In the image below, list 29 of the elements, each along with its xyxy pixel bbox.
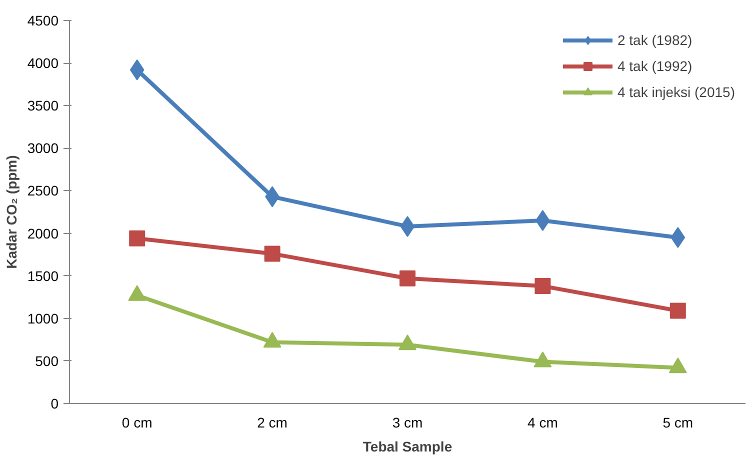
point (129, 230, 146, 246)
y-tick-label: 2000 (27, 225, 59, 242)
x-axis-title: Tebal Sample (362, 438, 452, 454)
y-tick-label: 2500 (27, 182, 59, 199)
point (264, 246, 280, 262)
legend-label: 4 tak injeksi (2015) (617, 84, 735, 100)
y-axis-title: Kadar CO₂ (ppm) (3, 155, 20, 269)
legend-label: 2 tak (1982) (617, 32, 692, 48)
x-tick-label: 3 cm (392, 414, 423, 430)
y-tick-label: 4000 (27, 55, 59, 72)
point (263, 332, 282, 348)
y-tick-label: 4500 (27, 12, 59, 28)
y-tick-label: 1000 (27, 310, 59, 326)
point (400, 270, 416, 286)
x-tick-label: 2 cm (257, 414, 288, 430)
x-tick-label: 5 cm (662, 414, 694, 430)
y-tick-label: 1500 (27, 268, 59, 284)
point (534, 351, 552, 368)
legend-label: 4 tak (1992) (617, 58, 692, 74)
y-tick-label: 3500 (27, 98, 59, 114)
y-tick-label: 500 (35, 352, 59, 369)
point (398, 334, 416, 350)
y-tick-label: 3000 (27, 140, 59, 156)
y-tick-label: 0 (50, 396, 59, 412)
x-tick-label: 4 cm (528, 414, 558, 430)
point (534, 278, 551, 294)
point (668, 357, 687, 374)
x-tick-label: 0 cm (122, 414, 152, 430)
point (128, 285, 146, 301)
